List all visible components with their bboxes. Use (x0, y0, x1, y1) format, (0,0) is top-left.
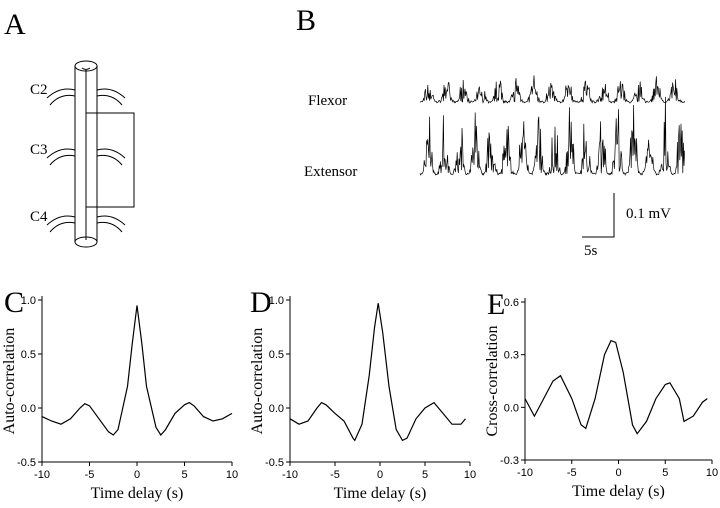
correlation-line (524, 339, 708, 435)
y-tick-label: 0.0 (21, 403, 36, 415)
panel-letter: A (4, 8, 26, 41)
correlation-line (289, 303, 466, 442)
y-axis-label: Cross-correlation (484, 325, 501, 436)
segment-label: C4 (30, 209, 48, 225)
y-tick-label: 1.0 (21, 295, 36, 307)
panel-letter: E (487, 288, 505, 321)
y-tick-label: 0.0 (269, 403, 284, 415)
trace-label: Extensor (304, 164, 357, 180)
scale-bar (582, 193, 615, 238)
panel-letter: C (4, 286, 24, 319)
panel-letter: D (250, 286, 272, 319)
x-axis-label: Time delay (s) (572, 483, 665, 500)
x-tick-label: -10 (517, 467, 533, 479)
trace-label: Flexor (308, 93, 347, 109)
segment-label: C2 (30, 82, 48, 98)
emg-trace (419, 75, 685, 104)
panel-letter: B (296, 4, 316, 37)
y-axis-label: Auto-correlation (249, 328, 266, 435)
x-tick-label: 0 (377, 469, 383, 481)
x-tick-label: -10 (282, 469, 298, 481)
x-tick-label: 5 (422, 469, 428, 481)
y-tick-label: -0.5 (265, 457, 284, 469)
segment-label: C3 (30, 142, 48, 158)
x-tick-label: -5 (330, 469, 340, 481)
x-tick-label: -5 (85, 469, 95, 481)
scale-label: 5s (584, 243, 598, 259)
x-axis-label: Time delay (s) (91, 485, 184, 502)
x-tick-label: 10 (226, 469, 238, 481)
x-tick-label: -10 (34, 469, 50, 481)
x-tick-label: -5 (567, 467, 577, 479)
x-tick-label: 5 (181, 469, 187, 481)
spinal-cord-diagram (46, 60, 135, 248)
y-tick-label: -0.5 (17, 457, 36, 469)
emg-trace (419, 96, 685, 176)
x-tick-label: 0 (134, 469, 140, 481)
x-axis-label: Time delay (s) (334, 485, 427, 502)
x-tick-label: 5 (662, 467, 668, 479)
x-tick-label: 10 (706, 467, 718, 479)
y-tick-label: 0.3 (504, 350, 519, 362)
y-tick-label: 0.5 (269, 349, 284, 361)
y-axis-label: Auto-correlation (1, 328, 18, 435)
y-tick-label: 0.6 (504, 297, 519, 309)
x-tick-label: 10 (464, 469, 476, 481)
x-tick-label: 0 (615, 467, 621, 479)
y-tick-label: 0.0 (504, 402, 519, 414)
y-tick-label: -0.3 (500, 455, 519, 467)
scale-label: 0.1 mV (626, 206, 671, 222)
y-tick-label: 0.5 (21, 349, 36, 361)
y-tick-label: 1.0 (269, 295, 284, 307)
correlation-line (41, 305, 233, 437)
